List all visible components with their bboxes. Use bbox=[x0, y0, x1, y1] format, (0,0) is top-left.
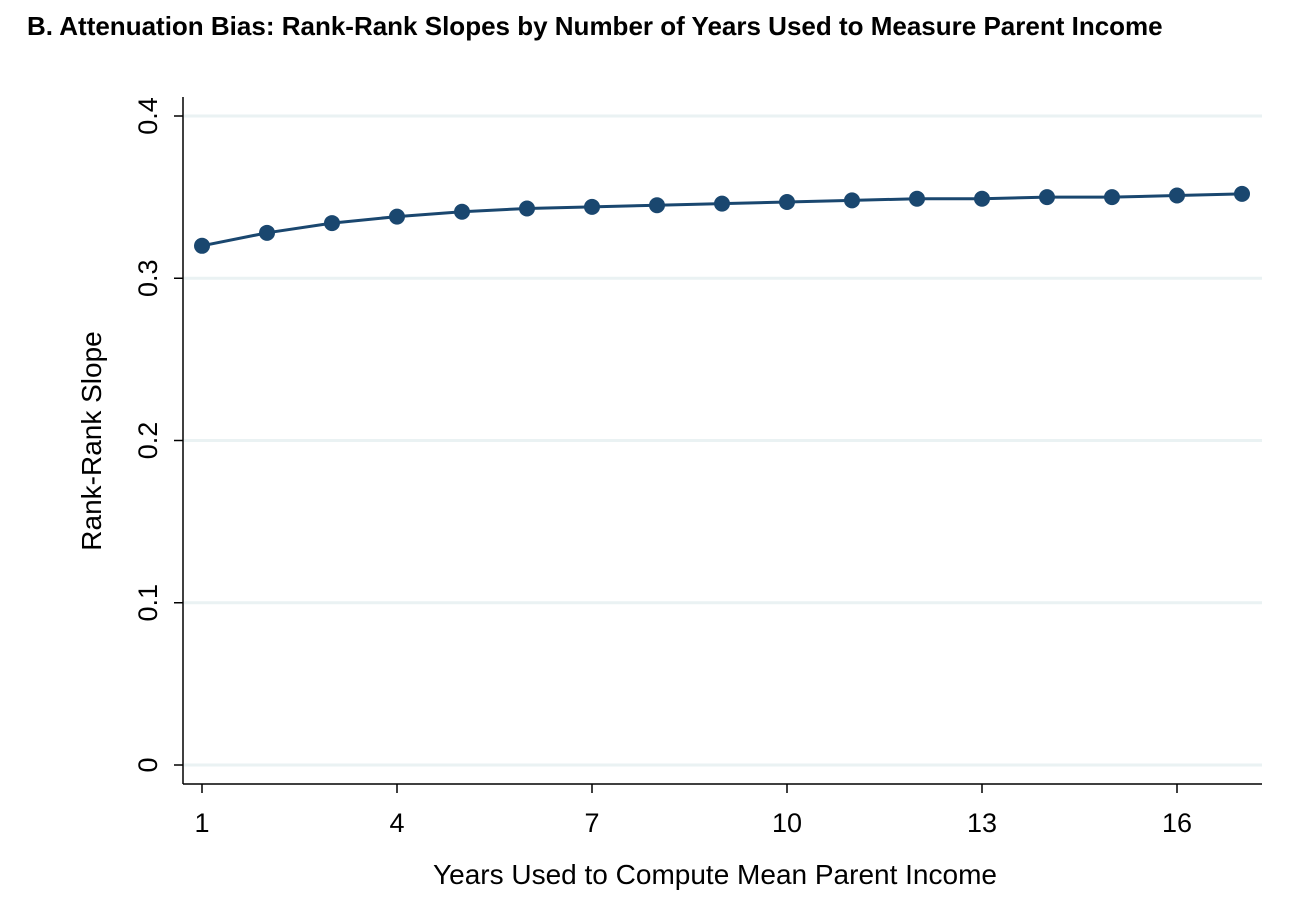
data-point bbox=[259, 224, 275, 241]
gridlines bbox=[184, 114, 1262, 767]
data-point bbox=[1169, 187, 1185, 204]
x-tick-label: 1 bbox=[194, 808, 209, 838]
x-tick-label: 13 bbox=[967, 808, 997, 838]
data-point bbox=[844, 192, 860, 209]
x-tick-label: 10 bbox=[772, 808, 802, 838]
data-point bbox=[909, 190, 925, 207]
chart-title: B. Attenuation Bias: Rank-Rank Slopes by… bbox=[27, 11, 1163, 41]
x-tick-label: 16 bbox=[1162, 808, 1192, 838]
axes bbox=[174, 97, 1262, 793]
data-point bbox=[974, 190, 990, 207]
data-point bbox=[584, 198, 600, 215]
y-tick-label: 0.1 bbox=[133, 584, 163, 622]
data-point bbox=[1234, 185, 1250, 202]
x-tick-label: 7 bbox=[584, 808, 599, 838]
data-series bbox=[194, 185, 1250, 254]
data-point bbox=[519, 200, 535, 217]
data-point bbox=[194, 237, 210, 254]
y-tick-label: 0.4 bbox=[133, 97, 163, 135]
tick-labels: 0 0.1 0.2 0.3 0.4 1 4 7 10 13 16 bbox=[133, 97, 1192, 838]
y-tick-label: 0.3 bbox=[133, 259, 163, 297]
data-point bbox=[454, 203, 470, 220]
data-point bbox=[649, 197, 665, 214]
y-tick-label: 0.2 bbox=[133, 422, 163, 460]
data-point bbox=[714, 195, 730, 212]
data-point bbox=[324, 215, 340, 232]
data-point bbox=[1104, 189, 1120, 206]
x-axis-title: Years Used to Compute Mean Parent Income bbox=[433, 859, 997, 890]
y-axis-title: Rank-Rank Slope bbox=[76, 331, 107, 550]
y-tick-label: 0 bbox=[133, 757, 163, 772]
data-point bbox=[1039, 189, 1055, 206]
x-tick-label: 4 bbox=[389, 808, 404, 838]
data-point bbox=[389, 208, 405, 225]
data-point bbox=[779, 193, 795, 210]
